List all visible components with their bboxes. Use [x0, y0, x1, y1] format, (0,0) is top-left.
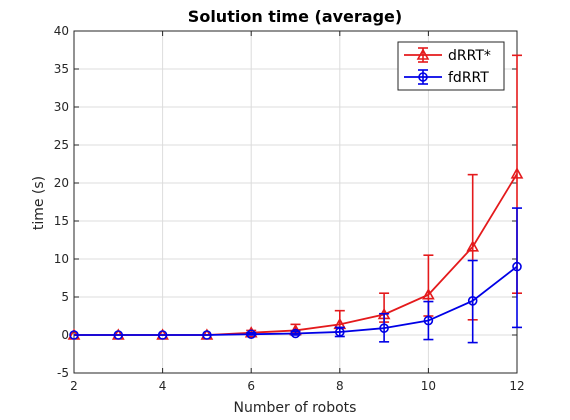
legend-label: dRRT*	[448, 48, 491, 64]
data-point	[246, 329, 256, 340]
series-drrt-star	[67, 54, 524, 340]
data-point	[157, 330, 168, 340]
series-fdrrt	[69, 207, 522, 344]
series-line	[74, 265, 518, 336]
series-layer	[67, 54, 524, 344]
legend-marker	[416, 48, 430, 60]
x-tick-label: 4	[159, 379, 167, 393]
y-axis-title: time (s)	[31, 176, 47, 230]
data-point	[202, 330, 212, 340]
data-point	[334, 327, 345, 337]
x-tick-label: 10	[421, 379, 436, 393]
y-tick-label: 25	[54, 138, 69, 152]
y-tick-label: 40	[54, 24, 69, 38]
legend-marker	[418, 72, 428, 82]
tick-labels: 2 4 6 8 10 12 -5 0 5 10 15 20 25 30 35 40	[54, 24, 525, 393]
data-point	[379, 323, 389, 333]
data-point	[467, 295, 478, 306]
data-point	[422, 288, 435, 300]
legend: dRRT* fdRRT	[397, 41, 505, 91]
y-tick-label: 20	[54, 176, 69, 190]
data-point	[466, 240, 480, 252]
y-tick-label: 10	[54, 252, 69, 266]
chart-title: Solution time (average)	[188, 7, 402, 26]
data-point	[423, 315, 434, 326]
x-tick-label: 6	[247, 379, 255, 393]
data-point	[69, 330, 79, 340]
y-tick-label: 0	[61, 328, 69, 342]
legend-item-fdrrt: fdRRT	[404, 69, 489, 86]
x-tick-label: 12	[509, 379, 524, 393]
legend-item-drrt-star: dRRT*	[404, 47, 491, 64]
y-tick-label: 5	[61, 290, 69, 304]
y-tick-label: -5	[57, 366, 69, 380]
data-point	[512, 261, 522, 272]
data-point	[113, 330, 124, 340]
x-tick-label: 8	[336, 379, 344, 393]
legend-box	[397, 41, 505, 91]
y-tick-label: 15	[54, 214, 69, 228]
data-point	[290, 328, 301, 339]
legend-label: fdRRT	[448, 70, 489, 86]
y-tick-label: 30	[54, 100, 69, 114]
x-tick-label: 2	[70, 379, 78, 393]
x-axis-title: Number of robots	[234, 400, 357, 416]
data-point	[510, 167, 524, 179]
y-tick-label: 35	[54, 62, 69, 76]
